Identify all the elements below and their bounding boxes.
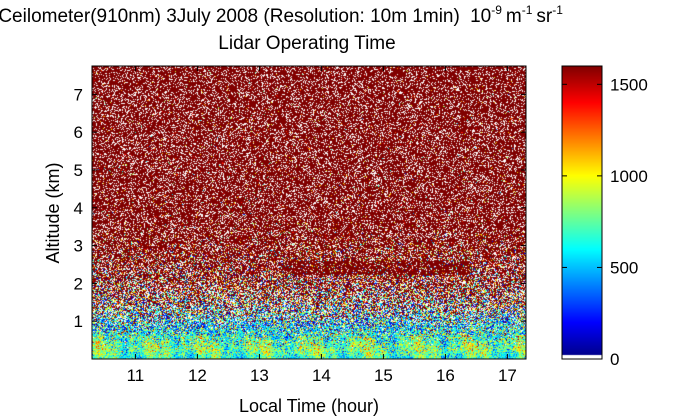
title-unit-base: 10	[470, 6, 491, 27]
x-tick-label: 14	[312, 366, 331, 385]
y-axis-label: Altitude (km)	[43, 162, 63, 263]
colorbar-frame	[561, 65, 603, 360]
y-tick-label: 7	[74, 85, 83, 104]
x-tick-label: 16	[436, 366, 455, 385]
x-tick-label: 17	[498, 366, 517, 385]
colorbar-ticks: 0 500 1000 1500	[562, 75, 648, 369]
title-unit-exp3: -1	[552, 3, 563, 17]
x-tick-label: 13	[250, 366, 269, 385]
y-tick-label: 6	[74, 123, 83, 142]
title-unit-exp2: -1	[522, 3, 533, 17]
x-axis-label: Local Time (hour)	[239, 396, 379, 416]
y-tick-label: 3	[74, 237, 83, 256]
colorbar-tick-label: 1500	[610, 75, 648, 94]
colorbar-tick-label: 500	[610, 258, 638, 277]
y-tick-label: 5	[74, 161, 83, 180]
y-axis-ticks: 1 2 3 4 5 6 7	[74, 85, 526, 331]
colorbar-tick-label: 0	[610, 350, 619, 369]
y-tick-label: 4	[74, 199, 83, 218]
colorbar-tick-label: 1000	[610, 167, 648, 186]
x-tick-label: 11	[127, 366, 145, 385]
plot-frame	[91, 65, 527, 360]
title-unit-sr: sr	[536, 6, 553, 27]
x-axis-ticks: 11 12 13 14 15 16 17	[127, 66, 517, 385]
y-tick-label: 2	[74, 274, 83, 293]
title-unit-m: m	[506, 6, 522, 27]
chart-subtitle: Lidar Operating Time	[218, 33, 395, 54]
x-tick-label: 12	[188, 366, 207, 385]
x-tick-label: 15	[374, 366, 393, 385]
y-tick-label: 1	[74, 312, 83, 331]
chart-title-line1: Y-Ceilometer(910nm) 3July 2008 (Resoluti…	[0, 6, 460, 27]
colorbar-image	[562, 66, 602, 359]
chart-title: Y-Ceilometer(910nm) 3July 2008 (Resoluti…	[0, 3, 563, 27]
heatmap-image	[92, 66, 526, 359]
title-unit-exp1: -9	[491, 3, 502, 17]
